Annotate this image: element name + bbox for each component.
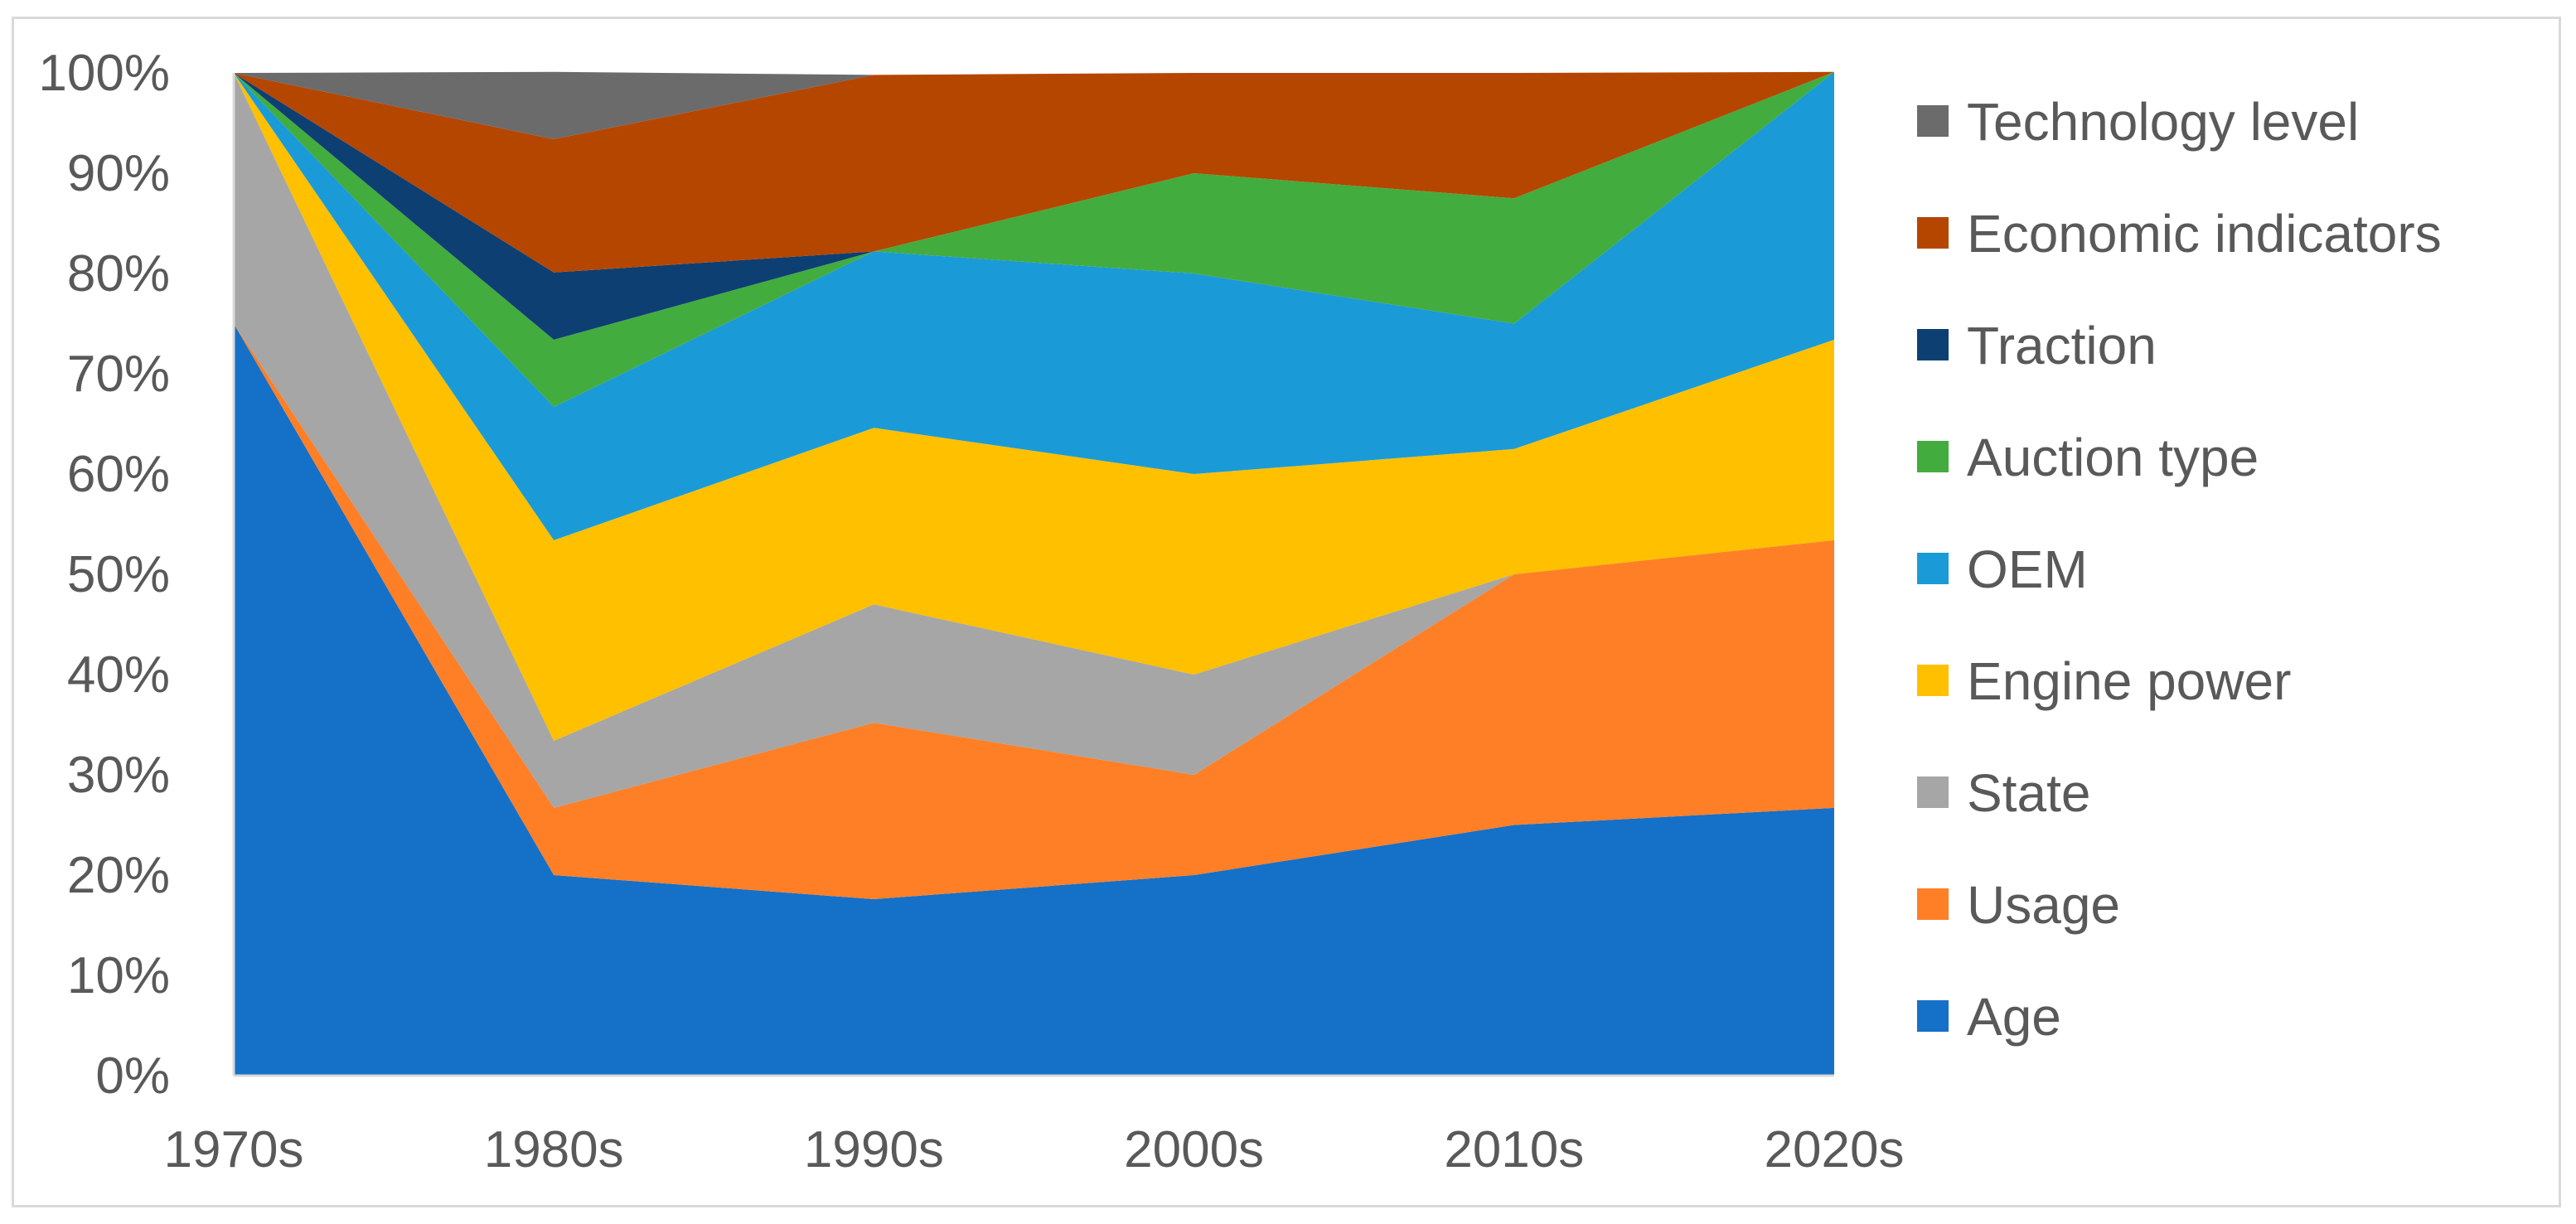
y-tick-label: 80%	[67, 245, 170, 302]
legend-swatch	[1917, 553, 1949, 584]
legend-label: Auction type	[1967, 428, 2259, 487]
area-age	[234, 323, 1834, 1076]
x-tick-label: 1980s	[484, 1121, 624, 1178]
area-traction	[234, 71, 1834, 340]
legend-item-age: Age	[1917, 987, 2061, 1047]
x-tick-label: 2020s	[1765, 1121, 1905, 1178]
legend-item-technology-level: Technology level	[1917, 92, 2359, 152]
legend-swatch	[1917, 217, 1949, 249]
legend-label: Engine power	[1967, 651, 2291, 711]
y-tick-label: 0%	[95, 1047, 170, 1105]
y-tick-label: 20%	[67, 847, 170, 904]
legend: Technology level Economic indicators Tract…	[1917, 92, 2442, 1047]
legend-label: State	[1967, 763, 2090, 823]
legend-item-state: State	[1917, 763, 2090, 823]
area-economic-indicators	[234, 71, 1834, 273]
legend-swatch	[1917, 441, 1949, 472]
x-tick-labels: 1970s 1980s 1990s 2000s 2010s 2020s	[164, 1121, 1905, 1178]
y-tick-label: 90%	[67, 145, 170, 202]
legend-item-usage: Usage	[1917, 875, 2120, 935]
legend-label: Economic indicators	[1967, 204, 2442, 264]
area-auction-type	[234, 71, 1834, 407]
x-tick-label: 1990s	[804, 1121, 944, 1178]
area-layers	[234, 71, 1834, 1076]
legend-label: Usage	[1967, 875, 2120, 935]
legend-item-engine-power: Engine power	[1917, 651, 2291, 711]
legend-label: Age	[1967, 987, 2061, 1047]
area-usage	[234, 323, 1834, 899]
x-tick-label: 1970s	[164, 1121, 304, 1178]
legend-swatch	[1917, 329, 1949, 360]
legend-swatch	[1917, 665, 1949, 696]
y-tick-label: 30%	[67, 747, 170, 804]
area-technology-level	[234, 71, 1834, 139]
legend-item-traction: Traction	[1917, 316, 2157, 375]
axes	[232, 73, 1834, 1077]
legend-swatch	[1917, 776, 1949, 808]
legend-swatch	[1917, 105, 1949, 137]
legend-item-auction-type: Auction type	[1917, 428, 2259, 487]
legend-item-economic-indicators: Economic indicators	[1917, 204, 2442, 264]
y-tick-label: 10%	[67, 947, 170, 1004]
legend-swatch	[1917, 888, 1949, 920]
y-tick-labels: 0% 10% 20% 30% 40% 50% 60% 70% 80% 90% 100%	[38, 45, 170, 1105]
area-oem	[234, 71, 1834, 540]
legend-label: Traction	[1967, 316, 2157, 375]
y-tick-label: 70%	[67, 346, 170, 403]
y-tick-label: 60%	[67, 446, 170, 503]
x-tick-label: 2010s	[1444, 1121, 1584, 1178]
legend-swatch	[1917, 1000, 1949, 1032]
legend-item-oem: OEM	[1917, 539, 2088, 599]
x-tick-label: 2000s	[1124, 1121, 1264, 1178]
y-tick-label: 100%	[38, 45, 170, 102]
y-tick-label: 40%	[67, 646, 170, 704]
area-state	[234, 73, 1834, 808]
area-engine-power	[234, 73, 1834, 741]
legend-label: Technology level	[1967, 92, 2359, 152]
legend-label: OEM	[1967, 539, 2088, 599]
y-tick-label: 50%	[67, 546, 170, 603]
